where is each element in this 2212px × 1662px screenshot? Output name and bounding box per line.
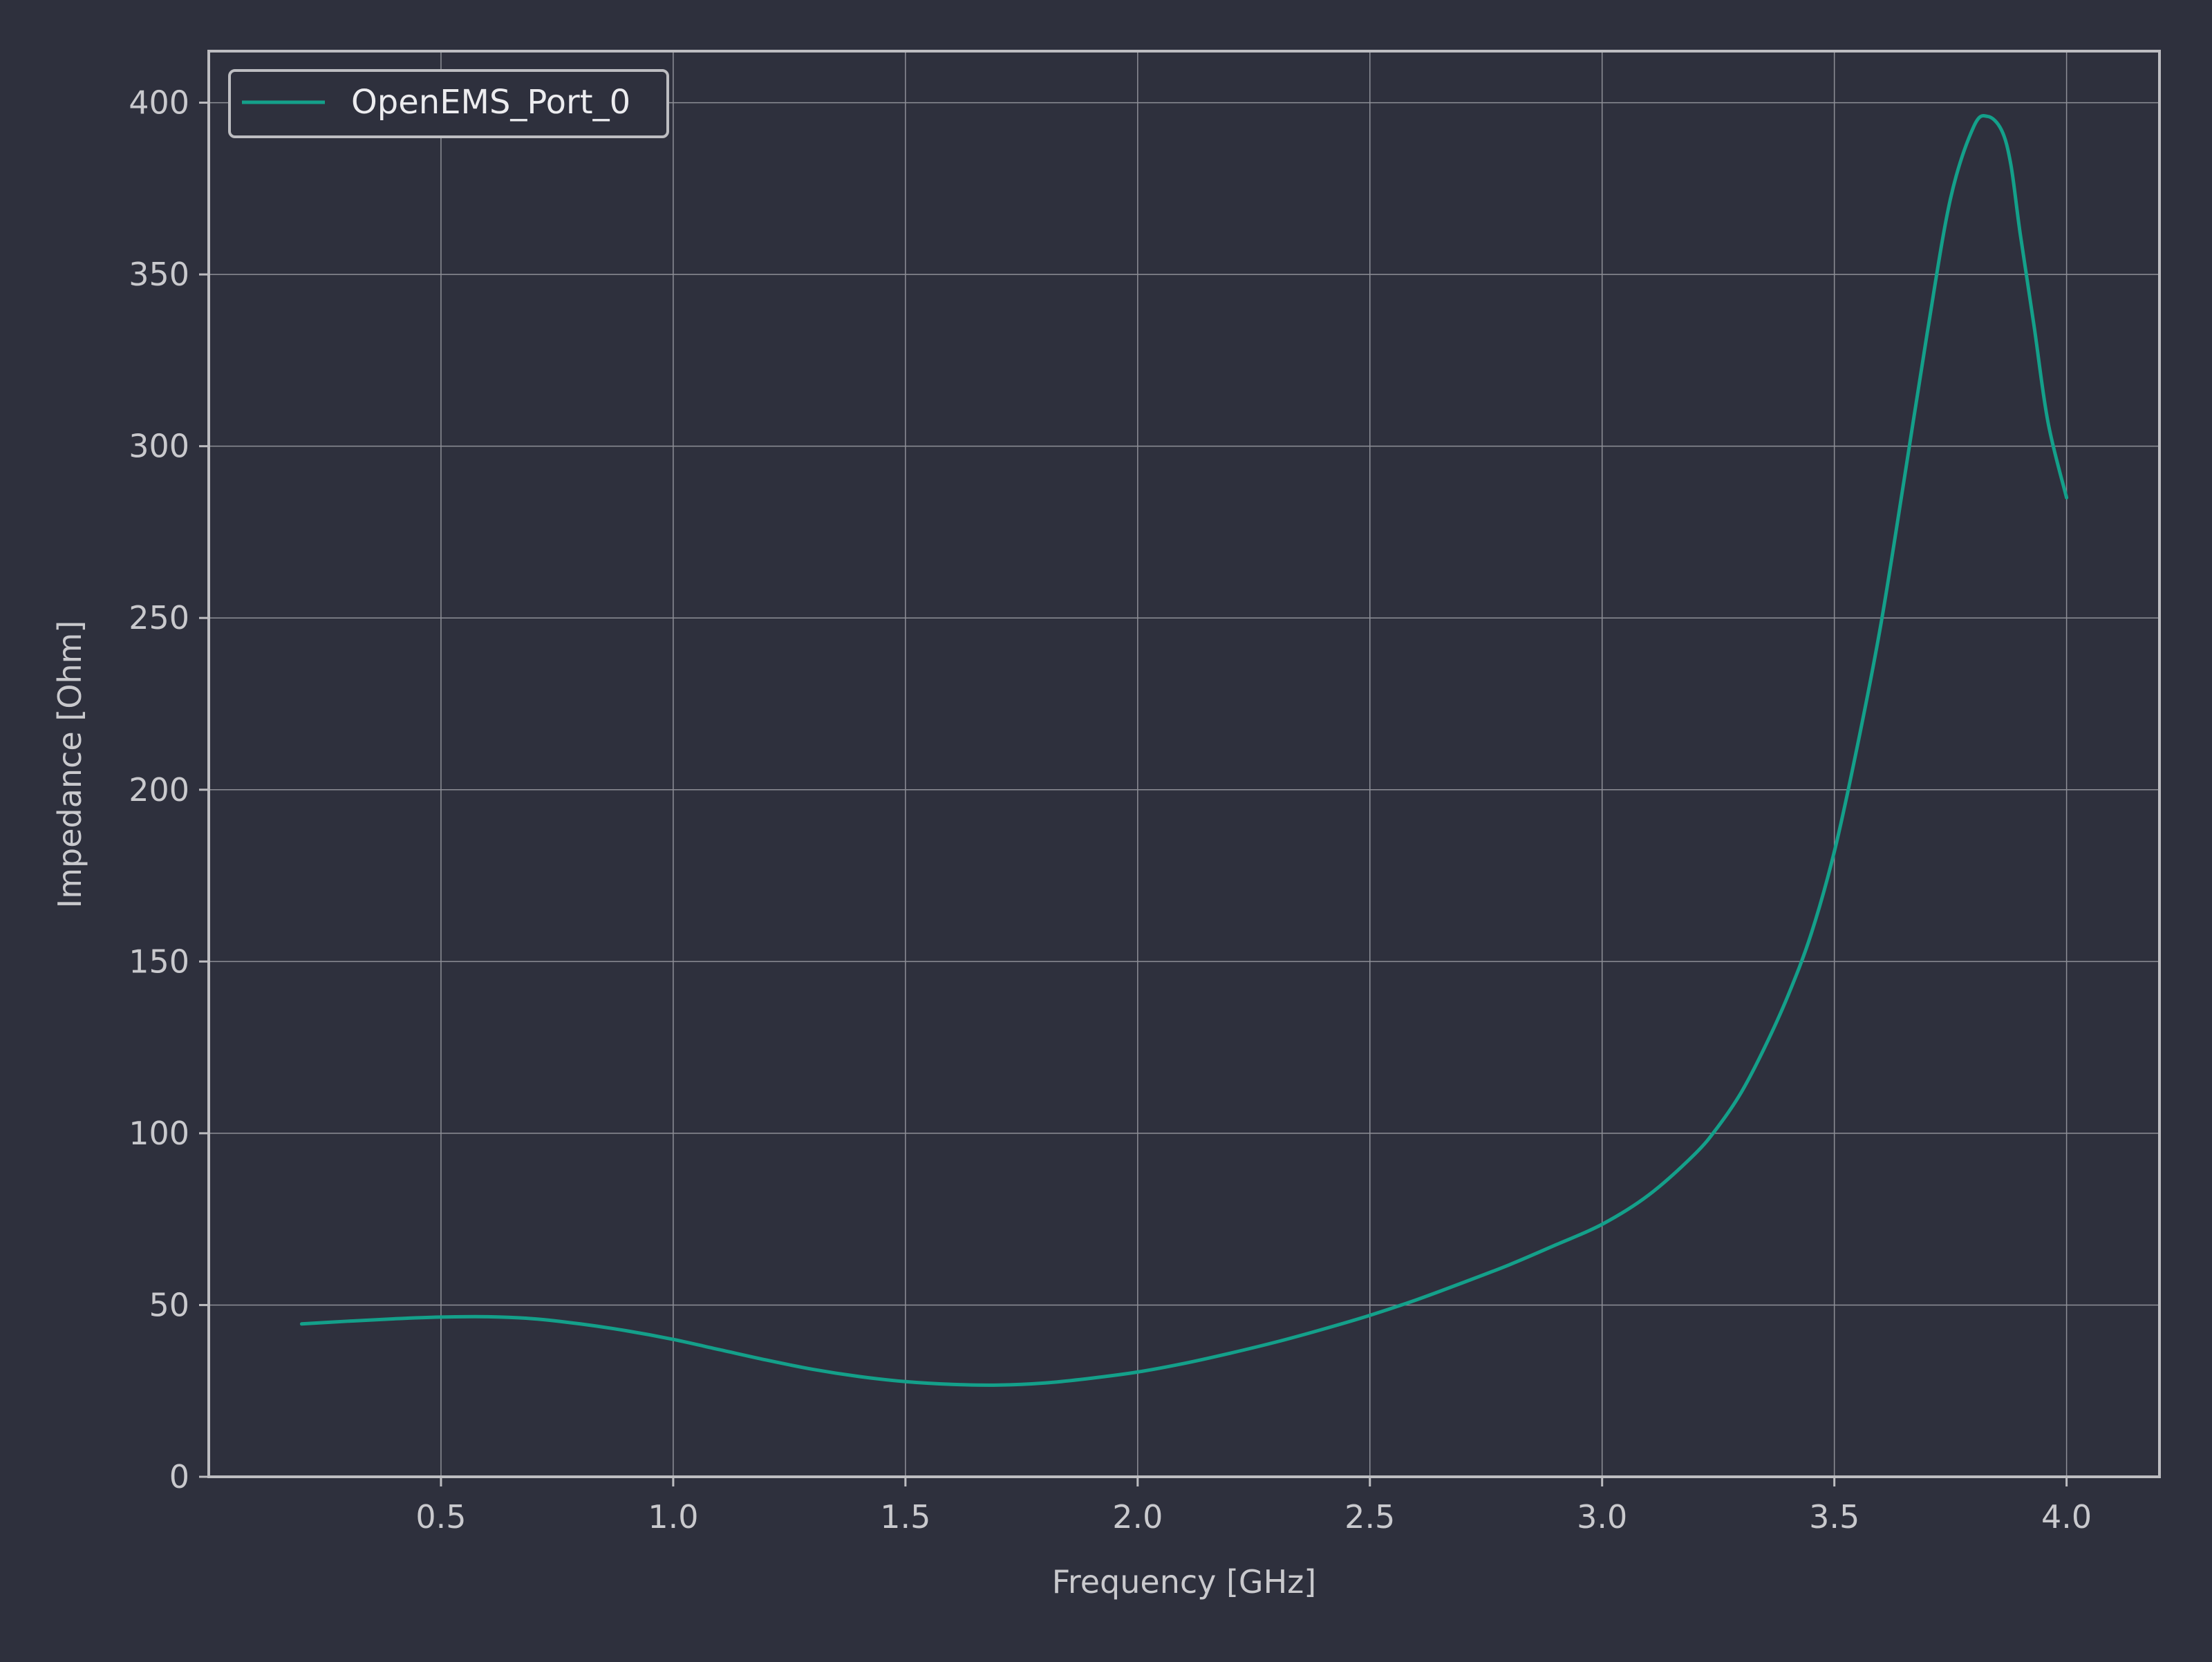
x-tick-label: 3.0 xyxy=(1577,1498,1627,1536)
x-axis: 0.5 1.0 1.5 2.0 2.5 3.0 3.5 4.0 xyxy=(415,1477,2092,1536)
y-tick-label: 100 xyxy=(129,1115,189,1152)
legend-series-label: OpenEMS_Port_0 xyxy=(351,83,630,122)
x-tick-label: 4.0 xyxy=(2041,1498,2092,1536)
y-tick-label: 0 xyxy=(169,1458,189,1495)
series-line-openems-port-0 xyxy=(299,114,2069,1387)
y-tick-label: 200 xyxy=(129,771,189,809)
x-axis-label: Frequency [GHz] xyxy=(1052,1563,1317,1600)
y-tick-label: 300 xyxy=(129,428,189,465)
y-tick-label: 350 xyxy=(129,256,189,293)
plot-frame xyxy=(207,50,2161,1478)
grid-layer xyxy=(209,51,2159,1477)
y-axis-label: Impedance [Ohm] xyxy=(51,621,88,909)
y-tick-label: 150 xyxy=(129,943,189,980)
y-axis: 0 50 100 150 200 250 300 350 400 xyxy=(129,84,209,1495)
y-tick-label: 400 xyxy=(129,84,189,122)
legend: OpenEMS_Port_0 xyxy=(228,69,669,138)
legend-box xyxy=(228,69,669,138)
x-tick-label: 0.5 xyxy=(415,1498,466,1536)
x-tick-label: 2.0 xyxy=(1112,1498,1163,1536)
x-tick-label: 3.5 xyxy=(1809,1498,1859,1536)
series-layer xyxy=(299,114,2069,1387)
x-tick-label: 1.0 xyxy=(648,1498,698,1536)
y-tick-label: 250 xyxy=(129,599,189,636)
y-tick-label: 50 xyxy=(149,1286,189,1323)
x-tick-label: 1.5 xyxy=(880,1498,930,1536)
x-tick-label: 2.5 xyxy=(1344,1498,1395,1536)
